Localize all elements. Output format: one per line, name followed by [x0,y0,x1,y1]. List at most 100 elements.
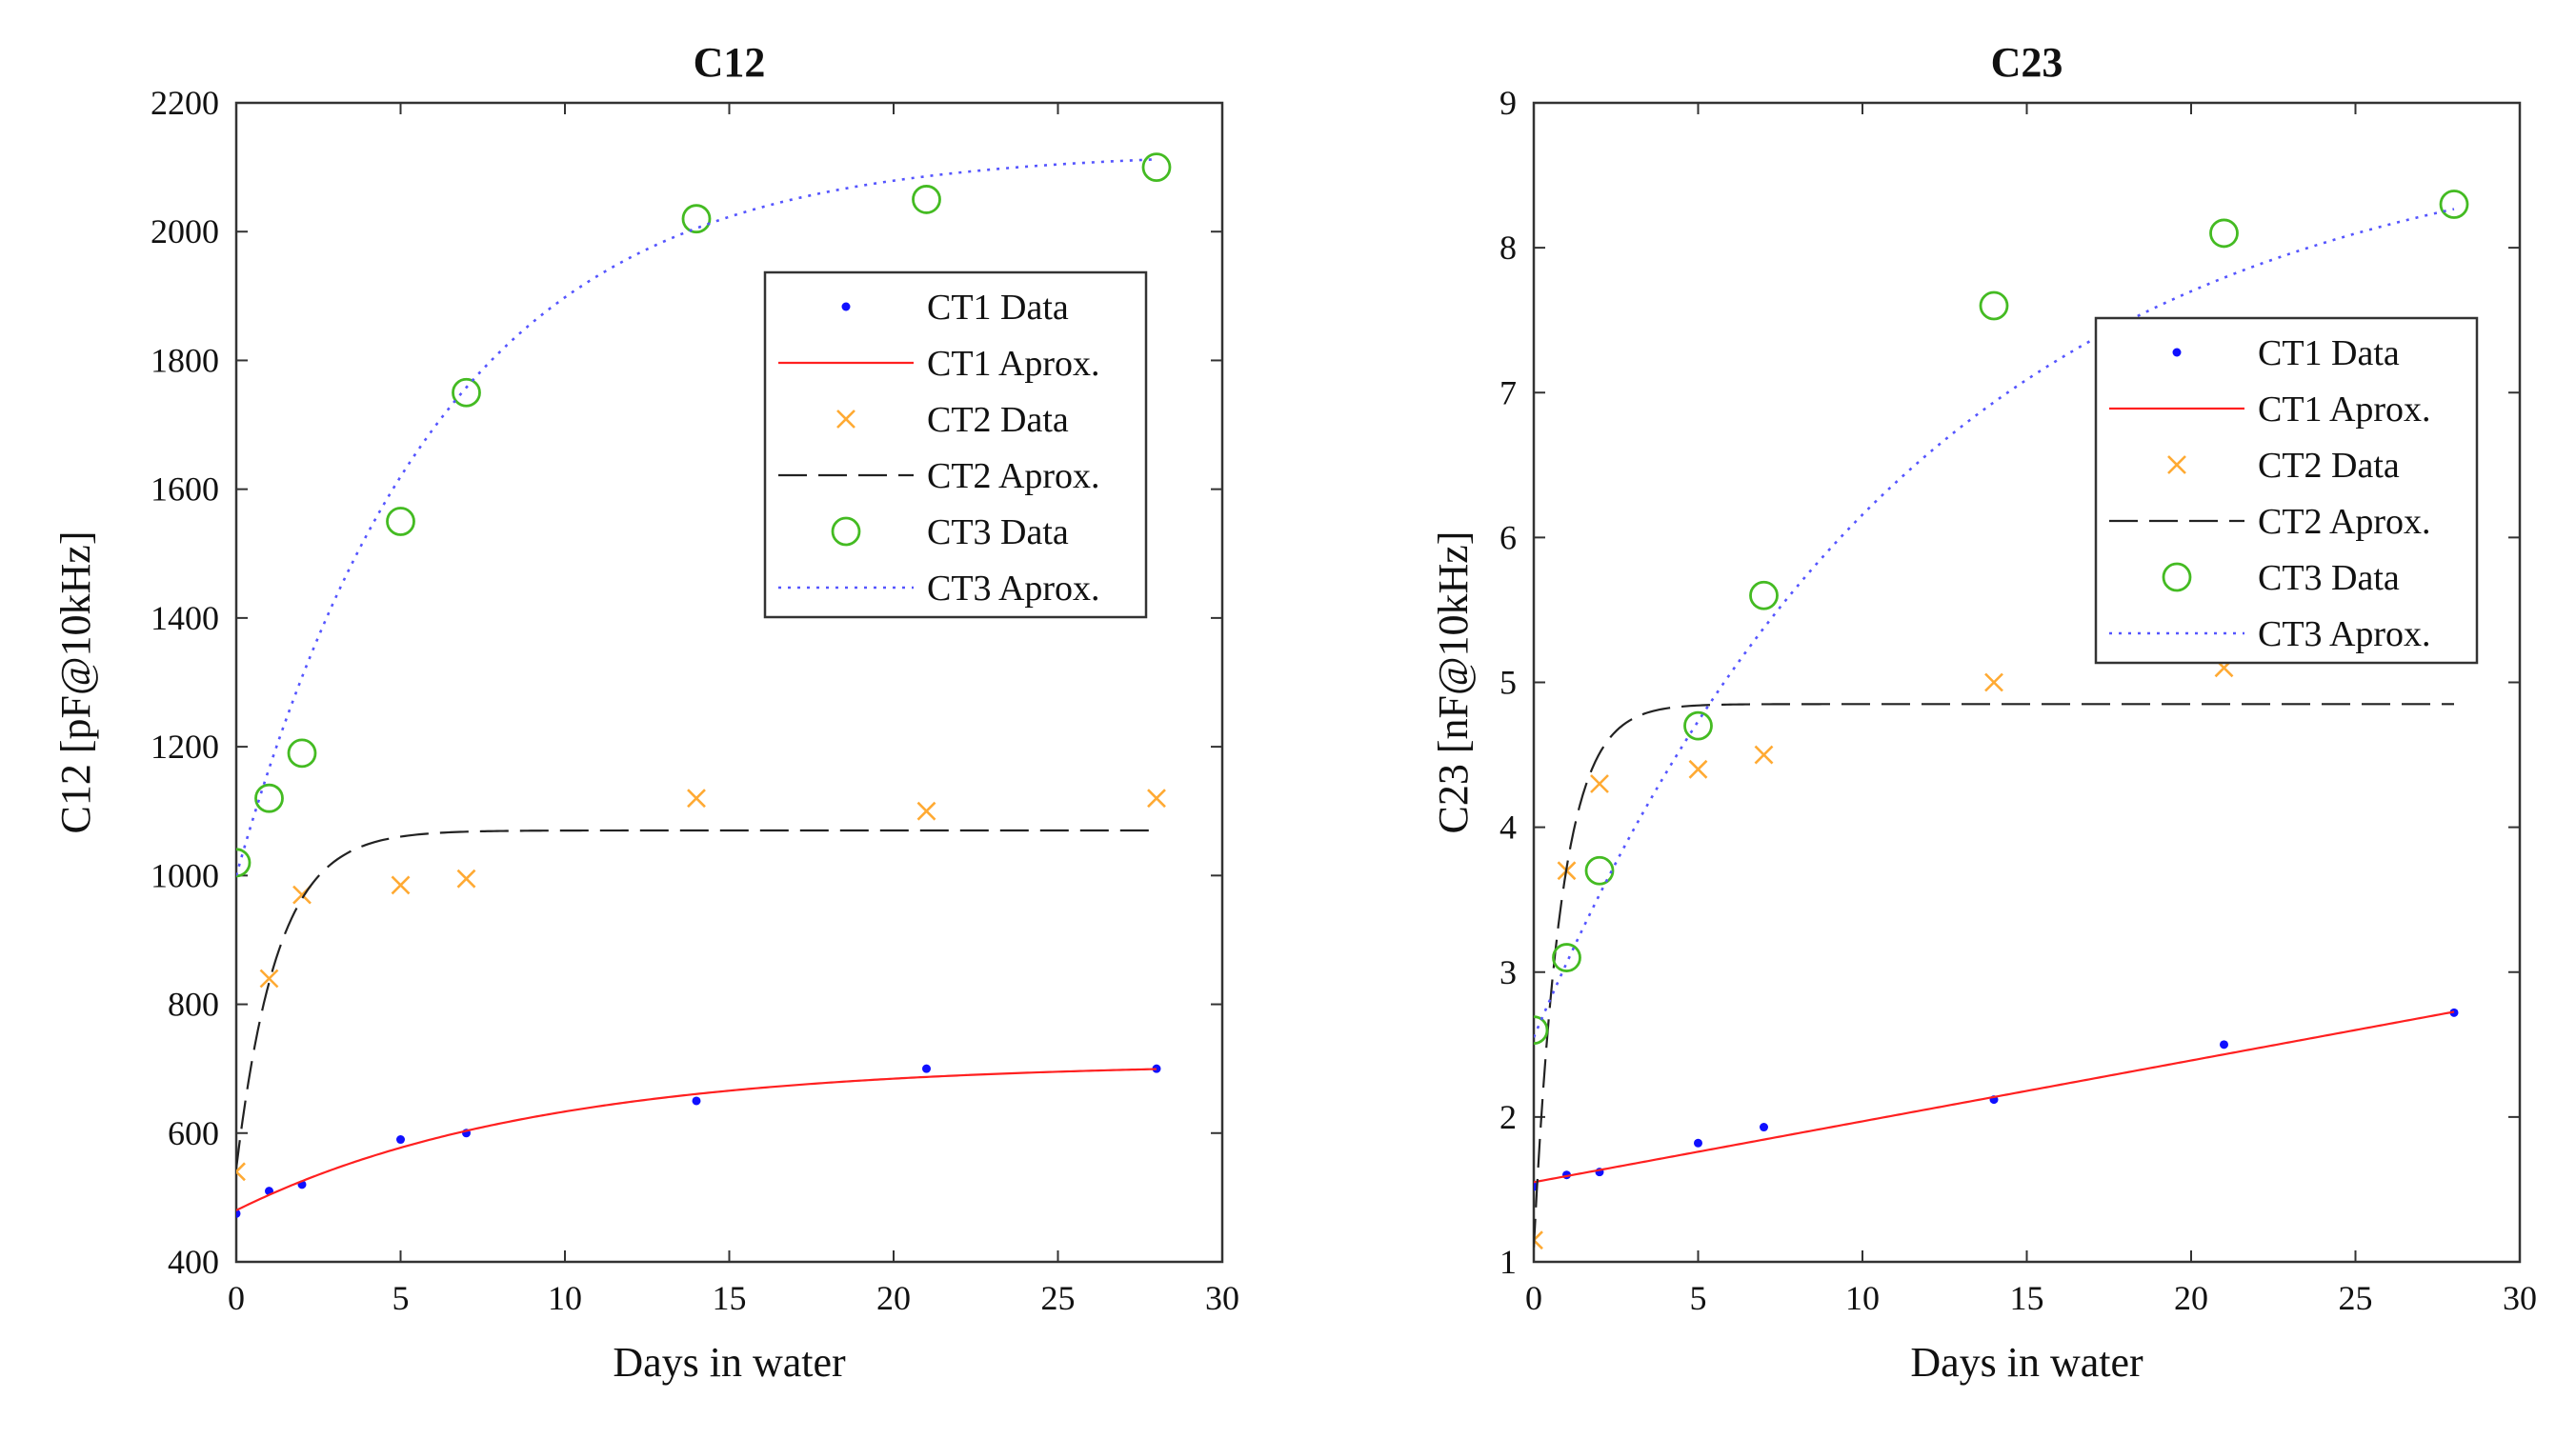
y-tick-label: 1400 [151,599,219,637]
legend-ct1-aprox-label: CT1 Aprox. [927,344,1100,384]
legend-ct2-data-label: CT2 Data [927,400,1069,440]
x-tick-label: 30 [2503,1279,2537,1317]
ct2-data-point [1534,1230,1543,1250]
ct3-data-point [287,738,317,769]
legend-ct1-data-swatch [841,302,851,311]
y-axis-label: C23 [nF@10kHz] [1430,531,1477,834]
x-tick-label: 0 [1525,1279,1542,1317]
ct1-data-point [396,1135,405,1145]
legend-ct2-aprox-label: CT2 Aprox. [927,456,1100,496]
y-tick-label: 3 [1499,953,1517,991]
y-tick-label: 1800 [151,341,219,379]
chart-1: C12 0 5 10 15 20 25 30 400 600 800 1000 1200 1400 1600… [52,39,1239,1386]
ct1-data-point [2220,1040,2228,1049]
chart-title: C12 [694,39,766,86]
chart-2: C23 0 5 10 15 20 25 30 1 2 3 4 5 6 7 8 9 Days in water C23… [1430,39,2537,1386]
x-tick-label: 15 [2010,1279,2044,1317]
ct3-data-point [1979,290,2009,321]
ct2-data-point [1754,745,1774,765]
ct3-data-point [1552,943,1581,972]
y-tick-label: 9 [1499,84,1517,122]
ct3-data-point [254,783,284,813]
legend: CT1 Data CT1 Aprox. CT2 Data CT2 Aprox. CT3 … [763,270,1148,619]
ct3-data-point [2209,218,2239,249]
legend-ct2-data-swatch [2167,455,2186,474]
ct3-data-point [1141,152,1172,183]
legend-ct3-data-swatch [2162,562,2192,592]
ct2-data-point [1147,789,1166,809]
ct2-data-point [1590,774,1609,793]
ct2-data-point [916,801,936,821]
plot-area [1534,190,2469,1250]
y-tick-label: 8 [1499,229,1517,267]
legend-ct1-data-swatch [2172,348,2182,357]
ct3-data-point [1683,710,1713,741]
legend-ct1-data-label: CT1 Data [927,288,1069,328]
series-ct1-aprox-line [1534,1010,2455,1184]
y-axis-label: C12 [pF@10kHz] [52,531,99,834]
y-tick-label: 1600 [151,470,219,509]
x-axis-label: Days in water [1910,1339,2143,1386]
y-tick-label: 4 [1499,809,1517,847]
legend-ct1-aprox-label: CT1 Aprox. [2258,390,2431,430]
ct3-data-point [912,185,941,214]
x-axis-label: Days in water [613,1339,846,1386]
x-tick-label: 30 [1205,1279,1239,1317]
ct2-data-point [259,969,279,989]
legend-ct3-aprox-label: CT3 Aprox. [2258,614,2431,654]
x-tick-label: 25 [2339,1279,2373,1317]
legend-ct3-data-label: CT3 Data [927,512,1069,552]
ct2-data-point [687,789,706,809]
ct2-data-point [1688,759,1708,779]
legend-ct2-data-label: CT2 Data [2258,446,2400,486]
chart-title: C23 [1991,39,2063,86]
legend-ct2-data-swatch [836,410,855,429]
ct1-data-point [1760,1123,1768,1132]
ct3-data-point [1534,1015,1549,1045]
series-ct3-aprox-line [236,158,1157,876]
ct1-data-point [692,1096,701,1106]
y-tick-label: 400 [168,1243,219,1281]
x-tick-label: 15 [713,1279,747,1317]
x-tick-label: 10 [1845,1279,1880,1317]
y-tick-label: 6 [1499,518,1517,556]
legend-ct3-data-swatch [831,516,861,547]
legend-ct2-aprox-label: CT2 Aprox. [2258,502,2431,542]
y-tick-label: 2 [1499,1098,1517,1136]
y-tick-label: 1000 [151,856,219,894]
x-tick-label: 20 [2174,1279,2208,1317]
ct1-data-point [1152,1064,1161,1073]
ct3-data-point [452,377,481,408]
ct2-data-point [1984,672,2003,692]
ct3-data-point [1584,855,1615,886]
series-ct2-aprox-line [1534,703,2454,1248]
ct2-data-point [236,1162,246,1182]
ct3-data-point [2439,190,2469,219]
series-ct1-aprox-line [236,1068,1157,1211]
legend-box [2094,316,2479,665]
plot-area [236,152,1172,1218]
ct2-data-point [391,875,411,895]
ct3-data-point [681,204,712,234]
series-ct2-aprox-line [236,829,1157,1169]
y-tick-label: 7 [1499,373,1517,411]
x-tick-label: 0 [228,1279,245,1317]
ct3-data-point [236,848,252,878]
x-tick-label: 5 [392,1279,410,1317]
x-tick-label: 25 [1041,1279,1076,1317]
legend: CT1 Data CT1 Aprox. CT2 Data CT2 Aprox. CT3 … [2094,316,2479,665]
y-tick-label: 1200 [151,728,219,766]
legend-ct3-data-label: CT3 Data [2258,558,2400,598]
y-tick-label: 1 [1499,1243,1517,1281]
ct1-data-point [1694,1138,1702,1148]
y-tick-label: 5 [1499,664,1517,702]
legend-box [763,270,1148,619]
y-tick-label: 2200 [151,84,219,122]
ct2-data-point [456,869,476,889]
legend-ct1-data-label: CT1 Data [2258,333,2400,373]
ct1-data-point [236,1209,241,1218]
y-tick-label: 600 [168,1114,219,1152]
x-tick-label: 5 [1690,1279,1707,1317]
y-tick-label: 2000 [151,212,219,250]
